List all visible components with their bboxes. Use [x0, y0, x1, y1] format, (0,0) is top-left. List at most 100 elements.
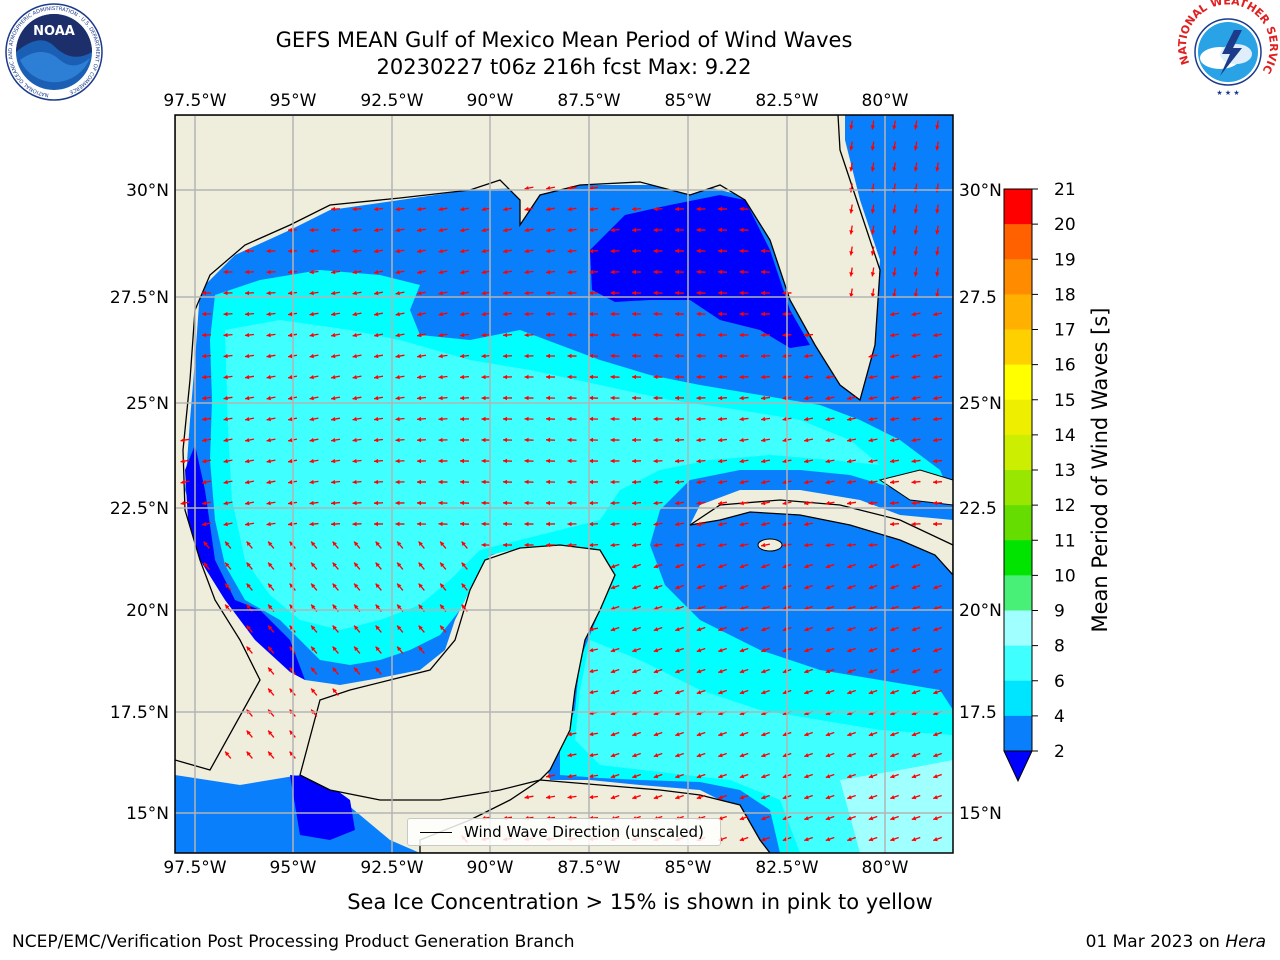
- wind-vector-head: [675, 564, 680, 569]
- wind-vector-head: [567, 248, 572, 254]
- wind-vector-head: [503, 269, 508, 275]
- wind-vector-head: [589, 395, 594, 401]
- wind-vector-head: [632, 542, 637, 548]
- wind-vector-head: [825, 648, 831, 653]
- colorbar-band: [1004, 189, 1032, 225]
- wind-vector-head: [890, 416, 895, 422]
- wind-vector-head: [352, 458, 357, 464]
- wind-vector-head: [825, 416, 830, 422]
- wind-vector-head: [739, 542, 744, 548]
- wind-vector-head: [933, 627, 938, 632]
- wind-vector-head: [268, 730, 273, 736]
- wind-vector-head: [825, 837, 831, 842]
- wind-vector-head: [289, 604, 294, 610]
- wind-vector-head: [911, 437, 916, 443]
- wind-vector-head: [718, 585, 723, 590]
- wind-vector-head: [696, 795, 702, 800]
- wind-vector-head: [718, 479, 723, 485]
- colorbar-tick-label: 13: [1054, 461, 1076, 481]
- wind-vector-head: [331, 500, 336, 506]
- wind-vector-head: [397, 604, 402, 610]
- wind-vector-head: [911, 564, 917, 569]
- wind-vector-head: [610, 500, 615, 506]
- wind-vector-head: [911, 816, 917, 821]
- wind-vector-head: [524, 395, 529, 401]
- lon-tick-label-top: 90°W: [467, 91, 514, 111]
- wind-vector-head: [460, 395, 465, 401]
- wind-vector-head: [245, 269, 250, 275]
- wind-vector-head: [761, 753, 766, 758]
- wind-vector-head: [868, 627, 874, 632]
- wind-vector-head: [460, 227, 465, 233]
- wind-vector-head: [718, 500, 723, 506]
- wind-vector-head: [696, 248, 701, 254]
- wind-vector-head: [739, 206, 744, 212]
- wind-vector-head: [417, 416, 422, 422]
- wind-vector-head: [546, 542, 551, 548]
- wind-vector-head: [782, 458, 787, 464]
- wind-vector-head: [567, 521, 572, 527]
- wind-vector-head: [890, 753, 895, 758]
- wind-vector-head: [438, 332, 443, 338]
- wind-vector-head: [718, 416, 723, 422]
- wind-vector-head: [395, 479, 400, 485]
- wind-vector-head: [782, 837, 788, 842]
- wind-vector-head: [309, 227, 314, 233]
- colorbar-tick-label: 11: [1054, 531, 1076, 551]
- wind-vector-head: [696, 753, 702, 758]
- wind-vector-head: [739, 774, 745, 779]
- wind-vector-head: [890, 648, 895, 653]
- wind-vector-head: [653, 753, 659, 758]
- wind-vector-head: [782, 437, 787, 443]
- wind-vector-head: [761, 353, 766, 359]
- wind-vector-head: [761, 711, 766, 716]
- wind-vector-head: [675, 227, 680, 233]
- wind-vector-head: [847, 690, 852, 695]
- wind-vector-head: [589, 206, 594, 212]
- wind-vector-head: [911, 795, 917, 800]
- wind-vector-head: [288, 332, 293, 338]
- wind-vector-head: [438, 269, 443, 275]
- wind-vector-head: [288, 374, 293, 380]
- lon-tick-label-bottom: 87.5°W: [557, 858, 620, 878]
- wind-vector-head: [311, 688, 316, 694]
- wind-vector-head: [675, 374, 680, 380]
- wind-vector-head: [653, 479, 658, 485]
- wind-vector-head: [696, 732, 702, 737]
- wind-vector-head: [202, 290, 207, 296]
- wind-vector-head: [696, 290, 701, 296]
- wind-vector-head: [503, 206, 508, 212]
- wind-vector-head: [632, 774, 637, 779]
- wind-vector-head: [804, 542, 809, 548]
- wind-vector-head: [567, 458, 572, 464]
- lon-tick-label-bottom: 80°W: [862, 858, 909, 878]
- wind-vector-head: [331, 437, 336, 443]
- wind-vector-head: [761, 542, 766, 548]
- wind-vector-head: [352, 395, 357, 401]
- wind-vector-head: [782, 711, 788, 716]
- wind-vector-head: [245, 332, 250, 338]
- lon-tick-label-top: 85°W: [665, 91, 712, 111]
- wind-vector-head: [804, 332, 809, 338]
- wind-vector-head: [696, 542, 701, 548]
- wind-vector-head: [847, 774, 852, 779]
- wind-vector-head: [632, 795, 637, 800]
- wind-vector-head: [890, 374, 895, 380]
- wind-vector-head: [202, 353, 207, 359]
- wind-vector-head: [395, 374, 400, 380]
- wind-vector-head: [417, 248, 422, 254]
- wind-vector-head: [804, 395, 809, 401]
- wind-vector-head: [847, 711, 852, 716]
- wind-vector-head: [266, 521, 271, 527]
- wind-vector-head: [610, 648, 616, 653]
- wind-vector-head: [849, 167, 854, 172]
- colorbar-band: [1004, 505, 1032, 541]
- wind-vector-head: [632, 585, 637, 590]
- wind-vector-head: [460, 290, 465, 296]
- lon-tick-label-bottom: 90°W: [467, 858, 514, 878]
- wind-vector-head: [868, 648, 874, 653]
- wind-vector-head: [761, 837, 766, 842]
- wind-vector-head: [374, 332, 379, 338]
- wind-vector-head: [653, 332, 658, 338]
